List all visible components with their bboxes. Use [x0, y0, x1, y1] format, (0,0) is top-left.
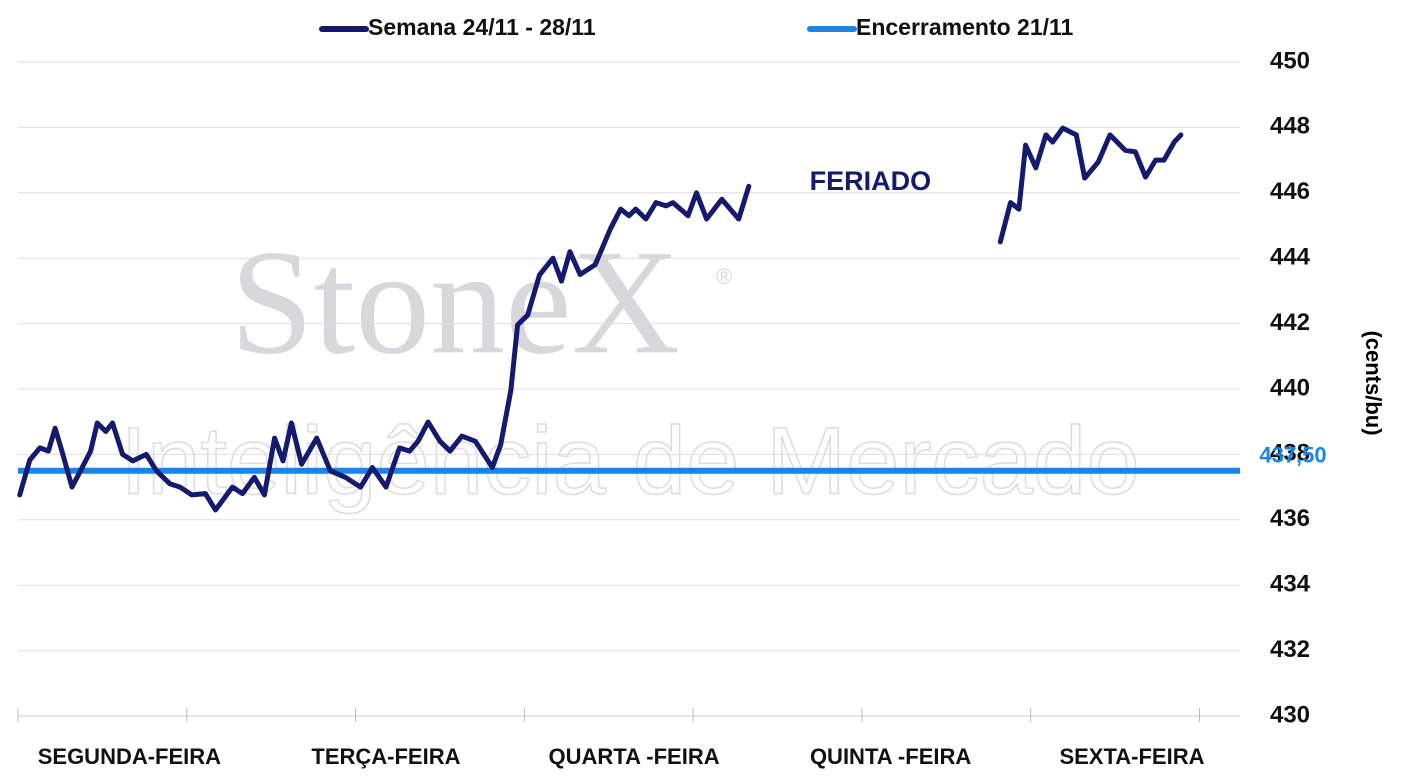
- y-tick-label: 430: [1270, 701, 1310, 728]
- x-day-label: SEGUNDA-FEIRA: [38, 744, 221, 769]
- y-axis-label: (cents/bu): [1361, 330, 1386, 435]
- y-tick-label: 440: [1270, 374, 1310, 401]
- y-tick-label: 438: [1270, 440, 1310, 467]
- y-tick-label: 444: [1270, 244, 1311, 271]
- legend-label: Semana 24/11 - 28/11: [368, 14, 596, 40]
- y-tick-label: 434: [1270, 571, 1311, 598]
- reference-label: 437,50: [1259, 443, 1326, 468]
- x-day-label: QUINTA -FEIRA: [810, 744, 971, 769]
- y-tick-label: 446: [1270, 178, 1310, 205]
- y-tick-label: 450: [1270, 47, 1310, 74]
- legend-label: Encerramento 21/11: [856, 14, 1074, 40]
- y-tick-label: 442: [1270, 309, 1310, 336]
- x-day-label: TERÇA-FEIRA: [311, 744, 460, 769]
- annotation: FERIADO: [810, 166, 932, 196]
- watermark-tagline: Inteligência de Mercado: [120, 407, 1139, 514]
- watermark-mark: ®: [716, 264, 732, 289]
- y-tick-label: 432: [1270, 636, 1310, 663]
- x-day-label: SEXTA-FEIRA: [1059, 744, 1204, 769]
- y-tick-label: 436: [1270, 505, 1310, 532]
- y-tick-label: 448: [1270, 113, 1310, 140]
- watermark-brand: StoneX: [230, 219, 680, 385]
- x-day-label: QUARTA -FEIRA: [549, 744, 720, 769]
- series-line: [17, 125, 1184, 513]
